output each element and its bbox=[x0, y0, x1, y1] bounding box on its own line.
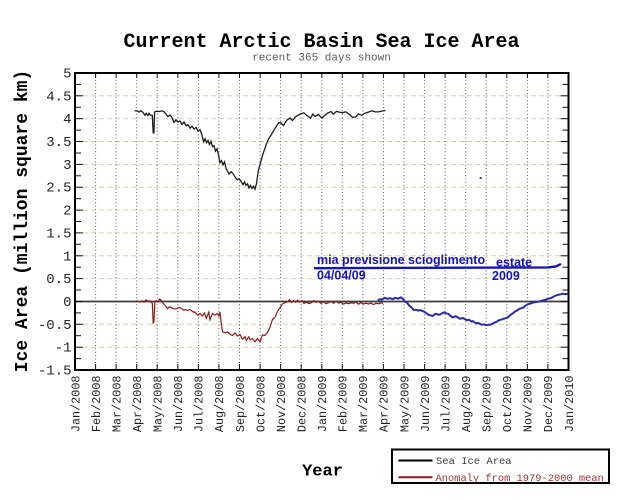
svg-text:May/2009: May/2009 bbox=[398, 376, 412, 433]
svg-text:Oct/2008: Oct/2008 bbox=[254, 376, 268, 433]
svg-text:Sep/2008: Sep/2008 bbox=[234, 376, 248, 433]
svg-text:Year: Year bbox=[302, 463, 343, 482]
svg-text:estate: estate bbox=[496, 256, 532, 270]
svg-text:Dec/2009: Dec/2009 bbox=[542, 376, 556, 433]
svg-text:2009: 2009 bbox=[492, 269, 520, 283]
svg-text:Jan/2010: Jan/2010 bbox=[563, 376, 577, 433]
svg-text:Dec/2008: Dec/2008 bbox=[296, 376, 310, 433]
svg-text:-1: -1 bbox=[55, 341, 72, 357]
svg-text:Ice Area (million square km): Ice Area (million square km) bbox=[13, 70, 33, 372]
svg-text:Aug/2009: Aug/2009 bbox=[460, 376, 474, 433]
svg-text:Apr/2009: Apr/2009 bbox=[378, 376, 392, 433]
svg-text:Anomaly from 1979-2000 mean: Anomaly from 1979-2000 mean bbox=[436, 473, 604, 485]
svg-text:Current Arctic Basin Sea Ice A: Current Arctic Basin Sea Ice Area bbox=[123, 31, 519, 54]
svg-text:recent 365 days shown: recent 365 days shown bbox=[252, 53, 391, 65]
svg-text:-0.5: -0.5 bbox=[38, 318, 72, 334]
svg-text:Jul/2009: Jul/2009 bbox=[439, 376, 453, 433]
svg-text:Jan/2009: Jan/2009 bbox=[316, 376, 330, 433]
svg-text:2.5: 2.5 bbox=[46, 181, 71, 197]
svg-text:Apr/2008: Apr/2008 bbox=[131, 376, 145, 433]
svg-text:4.5: 4.5 bbox=[46, 89, 71, 105]
svg-text:-1.5: -1.5 bbox=[38, 364, 72, 380]
svg-text:mia previsione scioglimento: mia previsione scioglimento bbox=[317, 253, 485, 267]
svg-text:Jul/2008: Jul/2008 bbox=[193, 376, 207, 433]
svg-text:Sep/2009: Sep/2009 bbox=[481, 376, 495, 433]
svg-text:2: 2 bbox=[63, 204, 71, 220]
svg-text:Jun/2009: Jun/2009 bbox=[419, 376, 433, 433]
svg-text:3.5: 3.5 bbox=[46, 135, 71, 151]
svg-text:0.5: 0.5 bbox=[46, 272, 71, 288]
svg-text:1.5: 1.5 bbox=[46, 226, 71, 242]
svg-text:3: 3 bbox=[63, 158, 71, 174]
svg-text:Jan/2008: Jan/2008 bbox=[69, 376, 83, 433]
svg-text:4: 4 bbox=[63, 112, 71, 128]
svg-text:5: 5 bbox=[63, 67, 71, 83]
svg-text:04/04/09: 04/04/09 bbox=[317, 269, 366, 283]
svg-text:Mar/2008: Mar/2008 bbox=[110, 376, 124, 433]
svg-text:Nov/2008: Nov/2008 bbox=[275, 376, 289, 433]
svg-text:Feb/2008: Feb/2008 bbox=[90, 376, 104, 433]
svg-text:May/2008: May/2008 bbox=[152, 376, 166, 433]
svg-text:Nov/2009: Nov/2009 bbox=[522, 376, 536, 433]
svg-text:Feb/2009: Feb/2009 bbox=[337, 376, 351, 433]
svg-text:Jun/2008: Jun/2008 bbox=[172, 376, 186, 433]
svg-text:Mar/2009: Mar/2009 bbox=[357, 376, 371, 433]
svg-text:Sea Ice Area: Sea Ice Area bbox=[436, 456, 512, 468]
svg-text:Oct/2009: Oct/2009 bbox=[501, 376, 515, 433]
svg-text:0: 0 bbox=[63, 295, 71, 311]
svg-text:Aug/2008: Aug/2008 bbox=[213, 376, 227, 433]
svg-text:1: 1 bbox=[63, 249, 71, 265]
